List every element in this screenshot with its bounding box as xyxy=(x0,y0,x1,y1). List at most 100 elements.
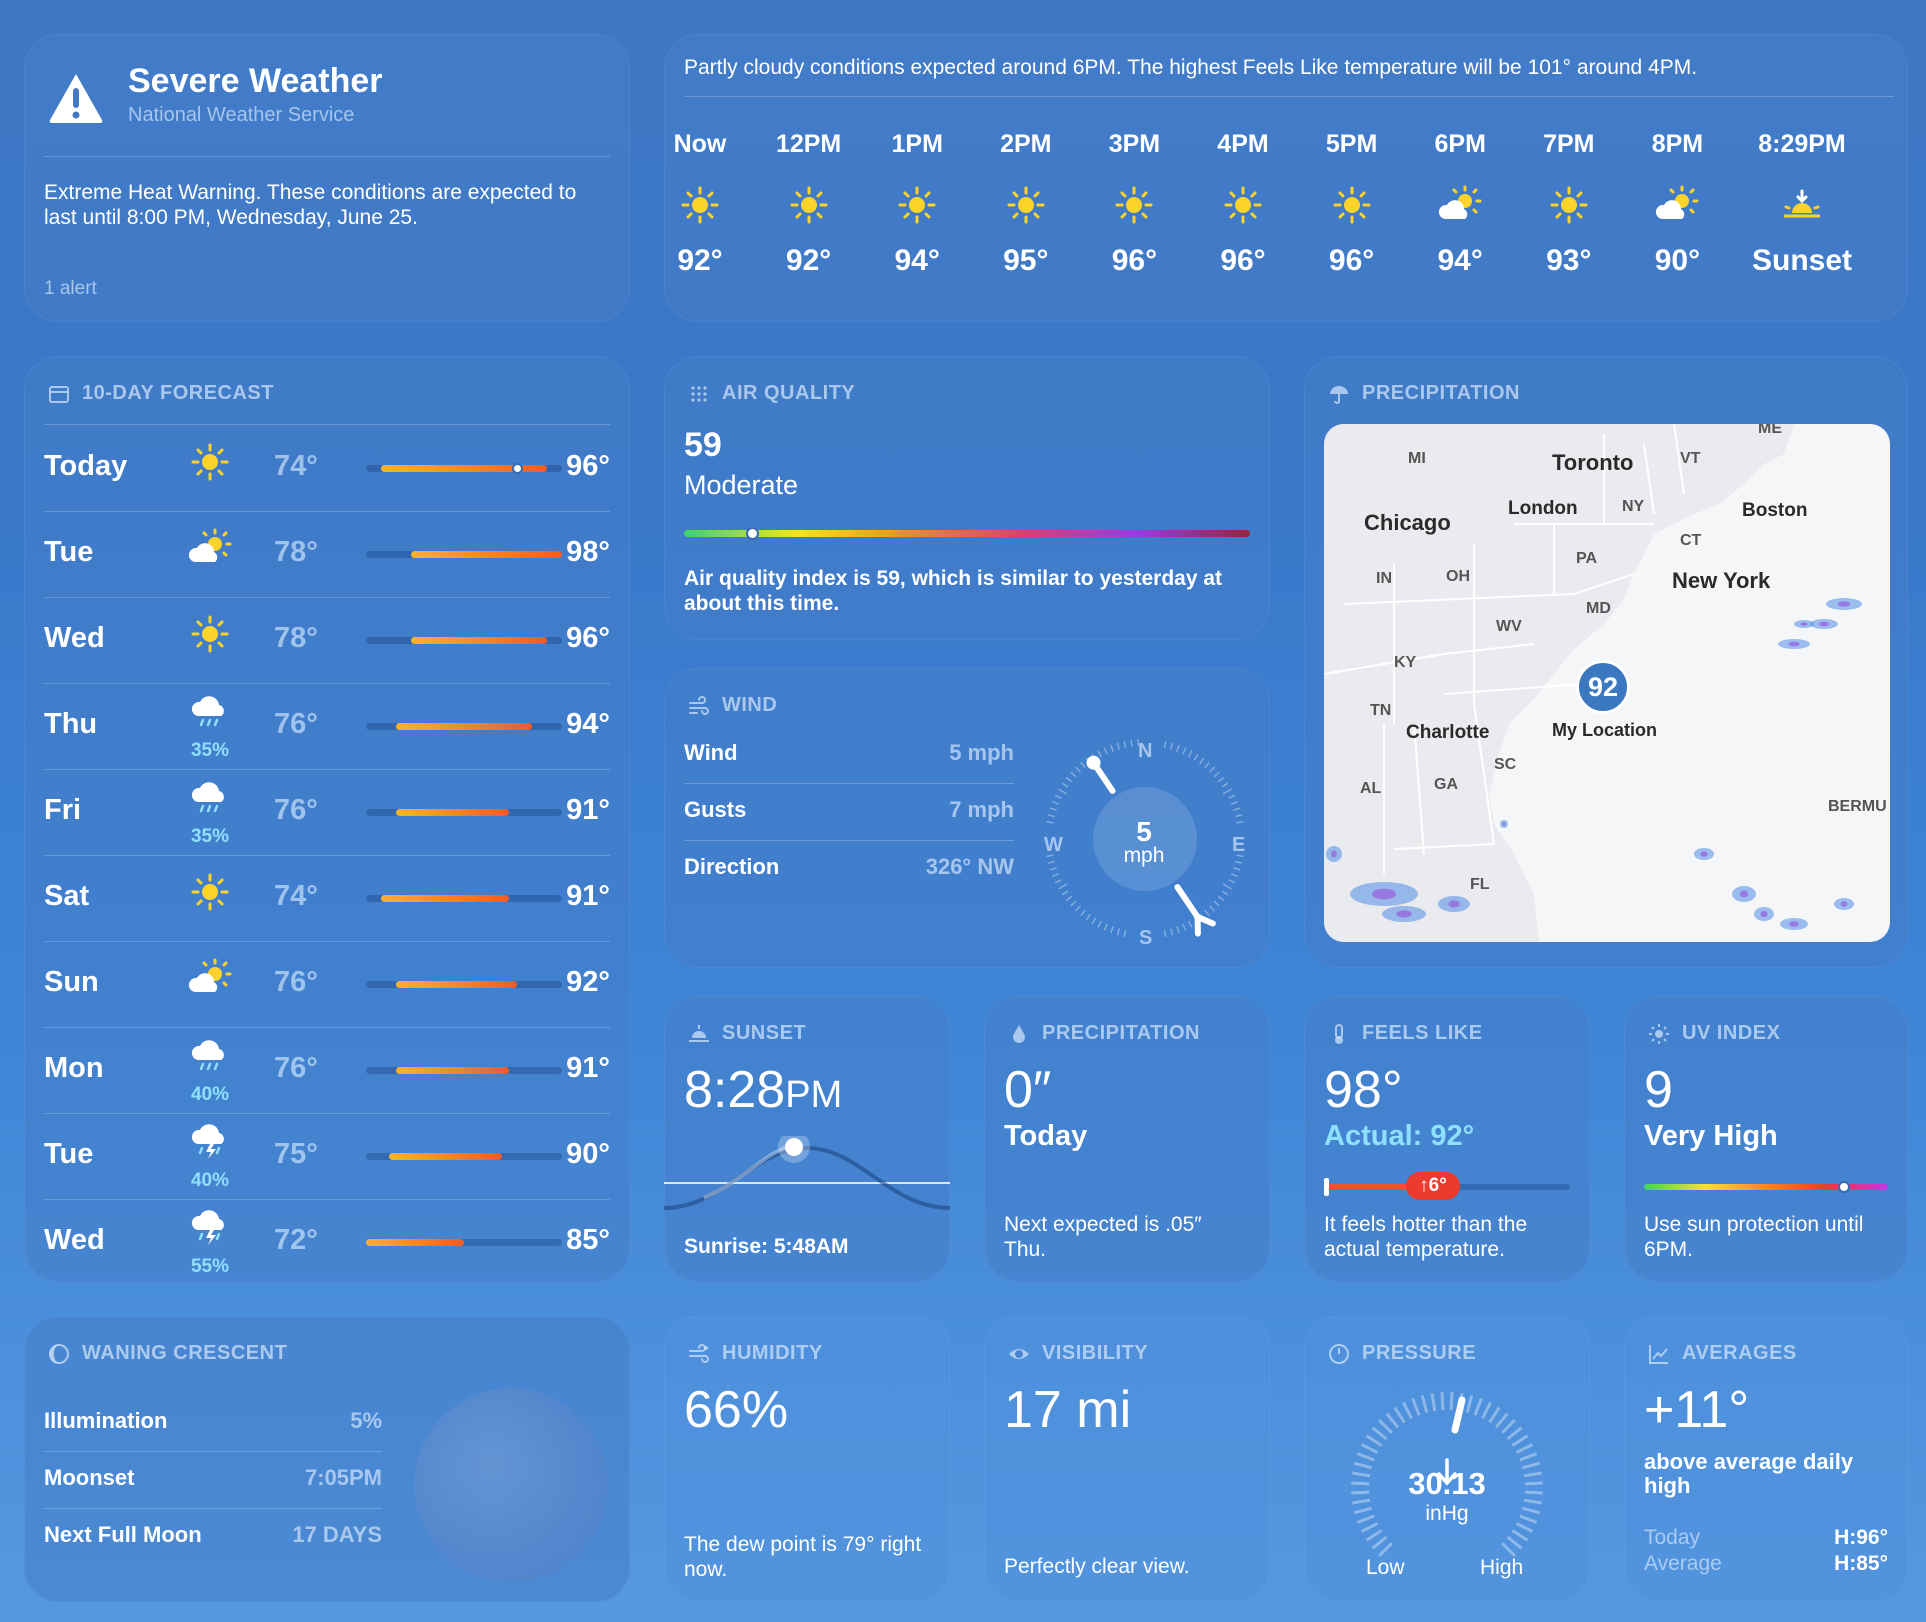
map-label-london: London xyxy=(1508,498,1578,519)
visibility-value: 17 mi xyxy=(1004,1381,1132,1439)
hour-temp: 94° xyxy=(1437,244,1483,277)
hour-temp: 96° xyxy=(1220,244,1266,277)
wind-row-value: 326° NW xyxy=(925,854,1014,879)
severe-weather-card[interactable]: Severe Weather National Weather Service … xyxy=(24,34,630,322)
sun-icon xyxy=(1084,170,1184,240)
feels-like-card[interactable]: FEELS LIKE 98° Actual: 92° ↑6° It feels … xyxy=(1304,996,1590,1282)
partly-cloudy-icon xyxy=(1627,170,1727,240)
forecast-low: 78° xyxy=(274,536,318,568)
humidity-header: HUMIDITY xyxy=(688,1342,823,1365)
sunset-icon xyxy=(689,1024,709,1042)
eye-icon xyxy=(1009,1348,1029,1359)
thunderstorm-icon: 55% xyxy=(180,1208,240,1278)
forecast-high: 85° xyxy=(566,1224,610,1256)
chart-line-icon xyxy=(1649,1344,1668,1364)
wind-row-label: Gusts xyxy=(684,797,747,822)
hour-item: 8:29PM Sunset xyxy=(1742,130,1862,278)
hour-temp: 94° xyxy=(894,244,940,277)
pressure-value: 30.13 xyxy=(1408,1466,1486,1501)
forecast-low: 74° xyxy=(274,880,318,912)
forecast-row[interactable]: Mon 40% 76° 91° xyxy=(44,1028,610,1114)
map-label-tn: TN xyxy=(1370,702,1392,719)
forecast-high: 96° xyxy=(566,450,610,482)
humidity-card[interactable]: HUMIDITY 66% The dew point is 79° right … xyxy=(664,1316,950,1602)
precipitation-card[interactable]: PRECIPITATION 0″ Today Next expected is … xyxy=(984,996,1270,1282)
aqi-indicator xyxy=(745,527,759,540)
uv-text: Use sun protection until 6PM. xyxy=(1644,1213,1864,1261)
hour-time: 4PM xyxy=(1217,130,1269,158)
thunderstorm-icon: 40% xyxy=(180,1122,240,1192)
forecast-day: Thu xyxy=(44,708,98,740)
air-quality-card[interactable]: AIR QUALITY 59 Moderate Air quality inde… xyxy=(664,356,1270,640)
forecast-day: Wed xyxy=(44,622,105,654)
forecast-low: 72° xyxy=(274,1224,318,1256)
forecast-low: 76° xyxy=(274,966,318,998)
hour-time: 5PM xyxy=(1325,130,1378,158)
moon-row-value: 17 DAYS xyxy=(292,1522,382,1547)
forecast-high: 92° xyxy=(566,966,610,998)
temp-range-track xyxy=(366,723,562,730)
temp-range-bar xyxy=(396,1067,510,1074)
precip-text: Next expected is .05″ Thu. xyxy=(1004,1213,1202,1261)
thermometer-icon xyxy=(1335,1023,1343,1044)
map-label-me: ME xyxy=(1758,424,1782,437)
averages-card[interactable]: AVERAGES +11° above average daily high T… xyxy=(1624,1316,1908,1602)
alert-count[interactable]: 1 alert xyxy=(44,278,97,299)
wind-card[interactable]: WIND Wind 5 mph Gusts 7 mph Direction 326° NW… xyxy=(664,668,1270,968)
forecast-day: Tue xyxy=(44,536,94,568)
forecast-low: 76° xyxy=(274,708,318,740)
air-quality-icon xyxy=(691,385,707,402)
map-label-oh: OH xyxy=(1446,568,1470,585)
forecast-row[interactable]: Today 74° 96° xyxy=(44,426,610,512)
uv-scale xyxy=(1644,1184,1888,1190)
warning-icon xyxy=(49,74,103,123)
forecast-day: Tue xyxy=(44,1138,94,1170)
forecast-row[interactable]: Fri 35% 76° 91° xyxy=(44,770,610,856)
severe-title: Severe Weather xyxy=(128,62,383,100)
precipitation-map-card[interactable]: PRECIPITATION MI Toronto VT ME Chicago L… xyxy=(1304,356,1908,968)
uv-label: Very High xyxy=(1644,1120,1778,1152)
sun-icon xyxy=(867,170,967,240)
visibility-text: Perfectly clear view. xyxy=(1004,1555,1190,1578)
hourly-forecast-card[interactable]: Partly cloudy conditions expected around… xyxy=(664,34,1908,322)
sun-icon xyxy=(976,170,1076,240)
forecast-high: 91° xyxy=(566,794,610,826)
humidity-text: The dew point is 79° right now. xyxy=(684,1533,922,1581)
hour-temp: 92° xyxy=(785,244,832,277)
map-label-ky: KY xyxy=(1394,654,1417,671)
moon-row-label: Illumination xyxy=(44,1408,168,1433)
precipitation-map[interactable]: MI Toronto VT ME Chicago London NY Bosto… xyxy=(1324,424,1890,942)
forecast-row[interactable]: Tue 40% 75° 90° xyxy=(44,1114,610,1200)
pressure-card[interactable]: PRESSURE 30.13 inHg Low High xyxy=(1304,1316,1590,1602)
sun-icon xyxy=(664,170,750,240)
ten-day-forecast-card[interactable]: 10-DAY FORECAST Today 74° 96° Tue 78° 98… xyxy=(24,356,630,1282)
wind-row-label: Wind xyxy=(684,740,738,765)
location-pin[interactable]: 92 xyxy=(1576,660,1630,714)
hour-item: 7PM 93° xyxy=(1519,130,1619,278)
map-label-mi: MI xyxy=(1408,450,1426,467)
forecast-row[interactable]: Tue 78° 98° xyxy=(44,512,610,598)
visibility-card[interactable]: VISIBILITY 17 mi Perfectly clear view. xyxy=(984,1316,1270,1602)
compass-w: W xyxy=(1044,834,1063,856)
forecast-row[interactable]: Wed 78° 96° xyxy=(44,598,610,684)
moon-card[interactable]: WANING CRESCENT Illumination 5% Moonset 7:0… xyxy=(24,1316,630,1602)
forecast-row[interactable]: Wed 55% 72° 85° xyxy=(44,1200,610,1282)
sun-icon xyxy=(180,434,240,504)
temp-range-track xyxy=(366,1239,562,1246)
forecast-row[interactable]: Sun 76° 92° xyxy=(44,942,610,1028)
partly-cloudy-icon xyxy=(180,950,240,1020)
feels-delta-badge: ↑6° xyxy=(1406,1172,1460,1200)
temp-range-bar xyxy=(411,551,562,558)
rain-icon: 40% xyxy=(180,1036,240,1106)
hour-item: 12PM 92° xyxy=(759,130,859,278)
sunset-card[interactable]: SUNSET 8:28PM Sunrise: 5:48AM xyxy=(664,996,950,1282)
forecast-row[interactable]: Thu 35% 76° 94° xyxy=(44,684,610,770)
map-label-pa: PA xyxy=(1576,550,1598,567)
hour-temp: 96° xyxy=(1328,244,1375,277)
uv-index-card[interactable]: UV INDEX 9 Very High Use sun protection … xyxy=(1624,996,1908,1282)
forecast-row[interactable]: Sat 74° 91° xyxy=(44,856,610,942)
drop-icon xyxy=(1013,1024,1025,1043)
air-quality-header: AIR QUALITY xyxy=(688,382,855,405)
sun-icon xyxy=(1649,1023,1669,1044)
wind-row-label: Direction xyxy=(684,854,780,879)
